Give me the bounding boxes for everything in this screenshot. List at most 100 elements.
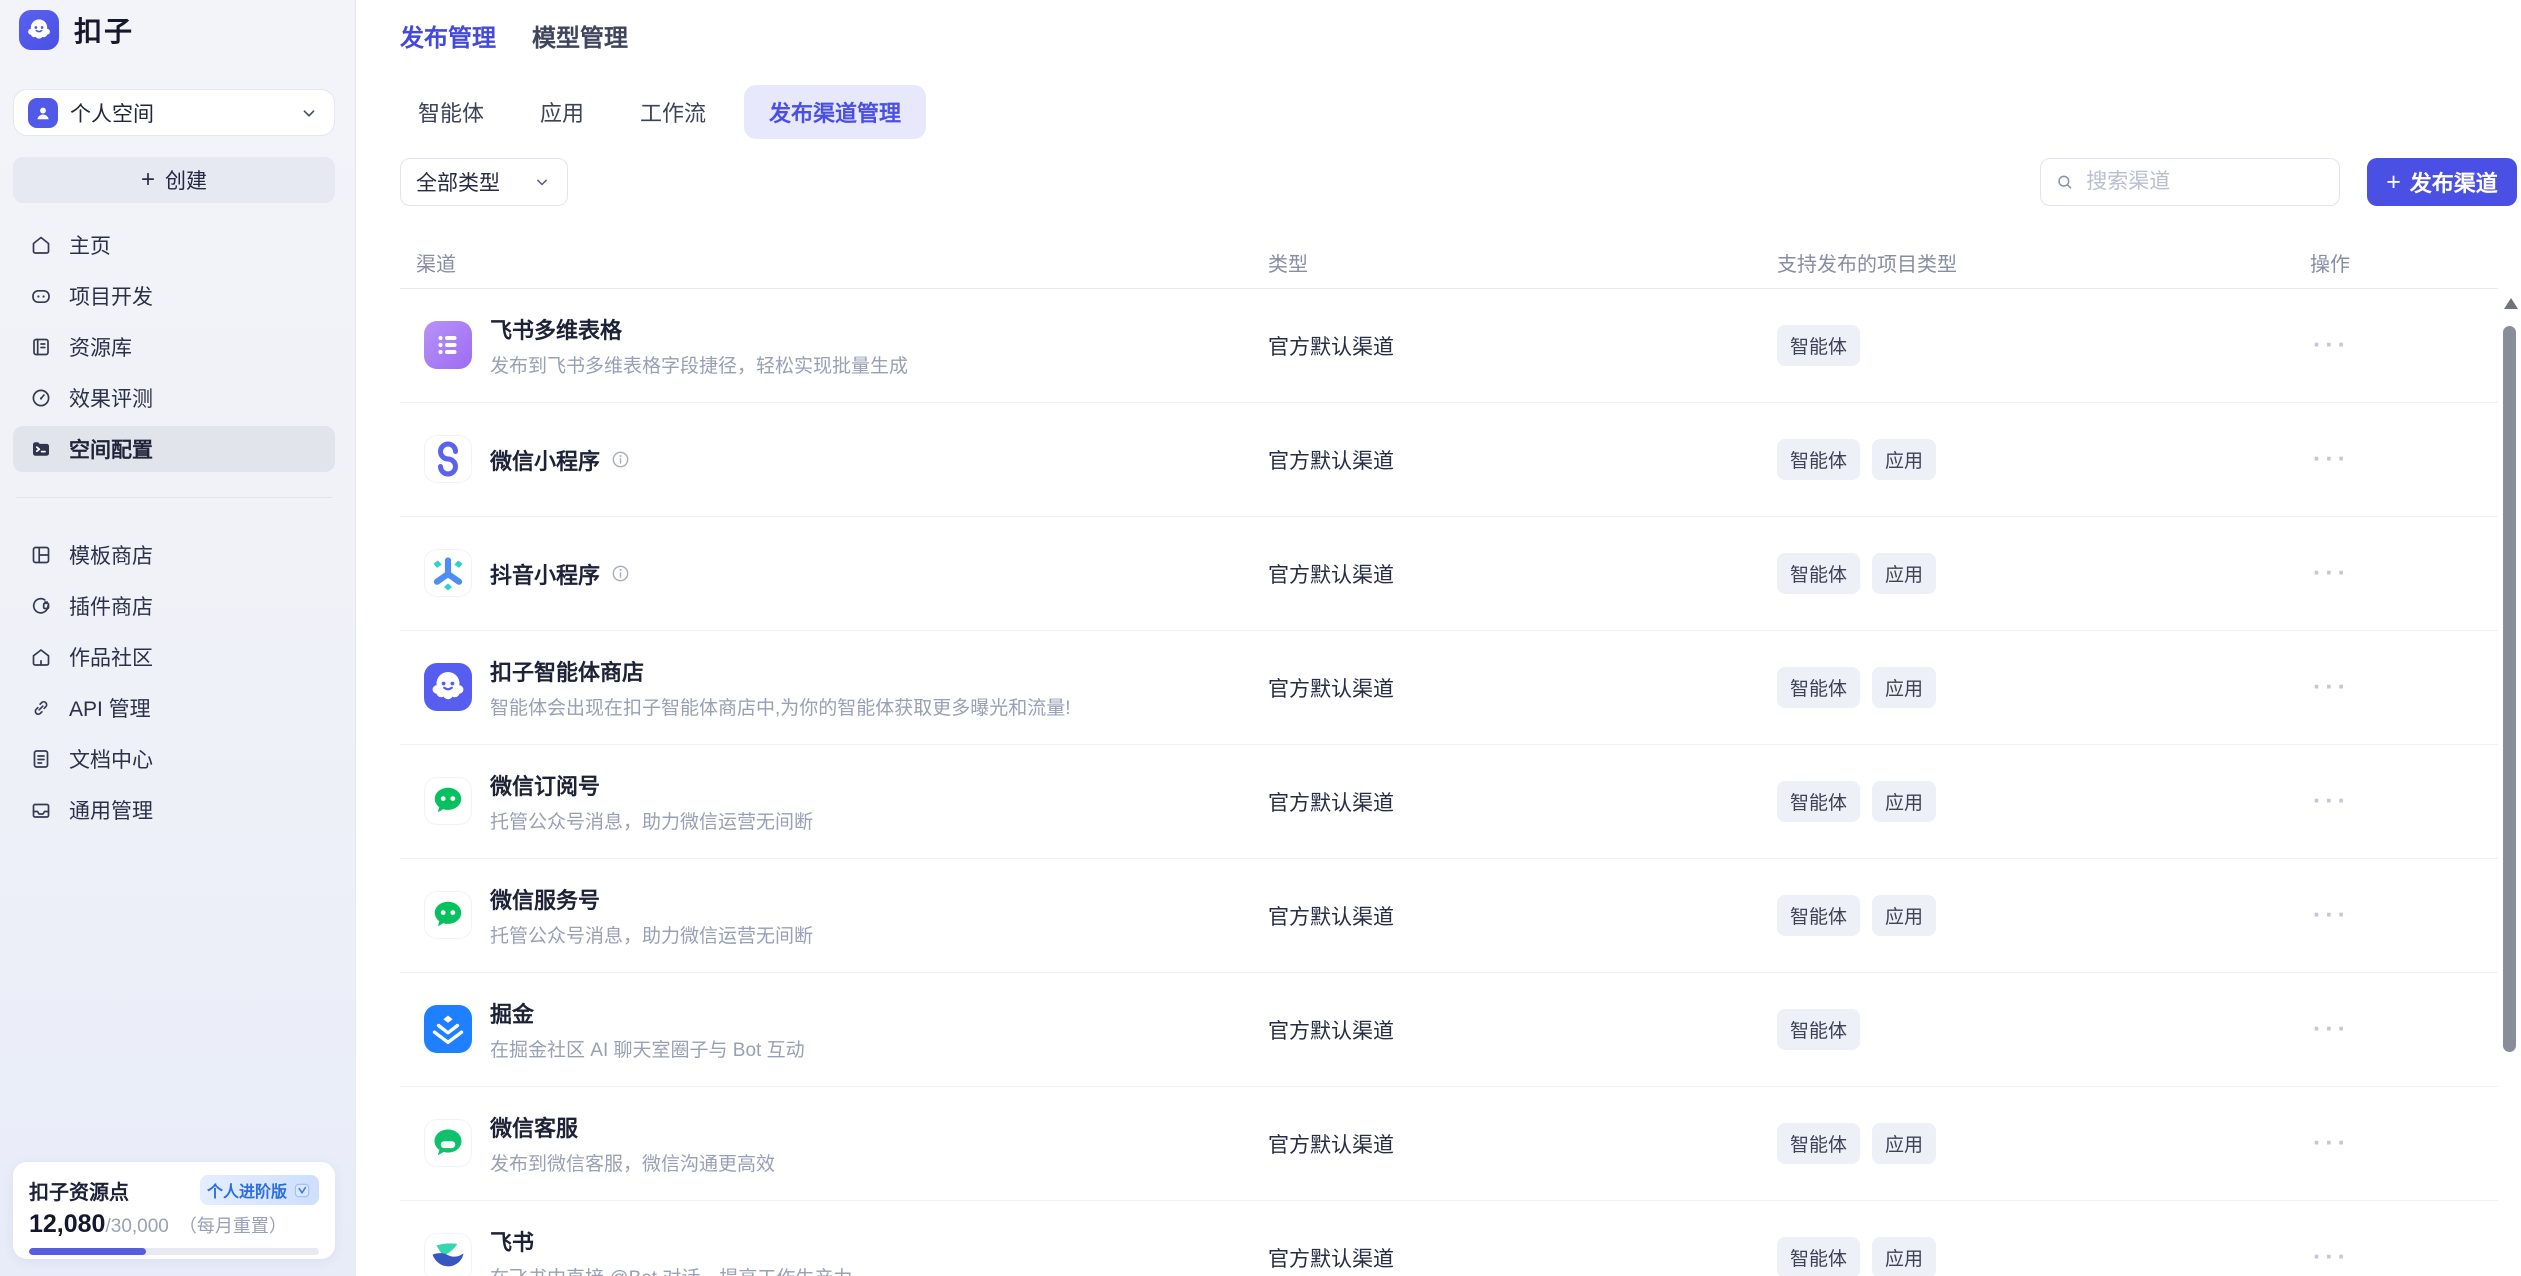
row-actions-menu[interactable]: ··· (2313, 331, 2350, 359)
wechat-service-icon (424, 891, 472, 939)
sidebar-item-label: 模板商店 (69, 545, 153, 568)
project-type-tag: 智能体 (1777, 1009, 1861, 1050)
table-row: 掘金 在掘金社区 AI 聊天室圈子与 Bot 互动 官方默认渠道 智能体 ··· (400, 973, 2498, 1087)
table-row: 微信小程序 官方默认渠道 智能体 应用 ··· (400, 403, 2498, 517)
sidebar-item-general-management[interactable]: 通用管理 (13, 787, 335, 833)
resource-progress-track (29, 1248, 319, 1255)
channel-name: 微信小程序 (490, 444, 631, 476)
project-type-tag: 智能体 (1777, 895, 1861, 936)
row-actions-menu[interactable]: ··· (2313, 1129, 2350, 1157)
topnav-model-management[interactable]: 模型管理 (532, 25, 628, 52)
coze-store-icon (424, 663, 472, 711)
channel-name: 微信客服 (490, 1116, 579, 1141)
table-row: 微信客服 发布到微信客服，微信沟通更高效 官方默认渠道 智能体 应用 ··· (400, 1087, 2498, 1201)
bot-face-icon (32, 289, 50, 304)
channel-type: 官方默认渠道 (1268, 1247, 1394, 1271)
sidebar-item-space-config[interactable]: 空间配置 (13, 426, 335, 472)
row-actions-menu[interactable]: ··· (2313, 559, 2350, 587)
workspace-name: 个人空间 (70, 102, 154, 126)
channel-name: 微信服务号 (490, 888, 601, 913)
tab-bar: 智能体 应用 工作流 发布渠道管理 (418, 85, 927, 139)
header-channel: 渠道 (416, 254, 456, 276)
workspace-selector[interactable]: 个人空间 (13, 89, 335, 136)
terminal-icon (33, 442, 49, 456)
search-icon (2058, 175, 2072, 189)
scrollbar-thumb[interactable] (2503, 326, 2516, 1052)
resource-total: /30,000 (105, 1216, 169, 1237)
project-type-tag: 智能体 (1777, 1123, 1861, 1164)
channel-name: 扣子智能体商店 (490, 660, 645, 685)
plan-badge[interactable]: 个人进阶版 (199, 1175, 319, 1205)
chevron-down-icon (537, 179, 547, 186)
channel-type: 官方默认渠道 (1268, 335, 1394, 359)
tab-agents[interactable]: 智能体 (418, 101, 485, 126)
table-row: 微信订阅号 托管公众号消息，助力微信运营无间断 官方默认渠道 智能体 应用 ··… (400, 745, 2498, 859)
sidebar: 扣子 个人空间 + 创建 主页 (0, 0, 356, 1276)
resource-progress-fill (29, 1248, 146, 1255)
header-actions: 操作 (2310, 254, 2350, 276)
chevron-down-icon (303, 109, 315, 117)
sidebar-item-library[interactable]: 资源库 (13, 324, 335, 370)
project-type-tag: 智能体 (1777, 667, 1861, 708)
table-row: 微信服务号 托管公众号消息，助力微信运营无间断 官方默认渠道 智能体 应用 ··… (400, 859, 2498, 973)
channel-type: 官方默认渠道 (1268, 791, 1394, 815)
scrollbar-up-arrow[interactable] (2504, 298, 2518, 309)
sidebar-item-plugin-store[interactable]: 插件商店 (13, 583, 335, 629)
sidebar-item-api-management[interactable]: API 管理 (13, 685, 335, 731)
plus-icon: + (2386, 167, 2401, 196)
community-icon (32, 649, 50, 666)
row-actions-menu[interactable]: ··· (2313, 787, 2350, 815)
sidebar-item-label: 效果评测 (69, 388, 153, 411)
channel-description: 在飞书中直接 @Bot 对话，提高工作生产力 (490, 1263, 852, 1276)
row-actions-menu[interactable]: ··· (2313, 673, 2350, 701)
row-actions-menu[interactable]: ··· (2313, 1243, 2350, 1271)
info-icon[interactable] (610, 563, 631, 584)
channel-description: 智能体会出现在扣子智能体商店中,为你的智能体获取更多曝光和流量! (490, 698, 1071, 719)
app-title: 扣子 (74, 16, 135, 47)
type-filter-select[interactable]: 全部类型 (400, 158, 568, 206)
row-actions-menu[interactable]: ··· (2313, 1015, 2350, 1043)
project-type-tag: 应用 (1872, 781, 1937, 822)
sidebar-item-template-store[interactable]: 模板商店 (13, 532, 335, 578)
sidebar-item-project-dev[interactable]: 项目开发 (13, 273, 335, 319)
sidebar-item-label: 文档中心 (69, 749, 153, 772)
tab-publish-channel-management[interactable]: 发布渠道管理 (744, 85, 927, 139)
sidebar-item-community[interactable]: 作品社区 (13, 634, 335, 680)
channel-type: 官方默认渠道 (1268, 1133, 1394, 1157)
project-type-tag: 智能体 (1777, 781, 1861, 822)
sidebar-item-label: API 管理 (69, 698, 151, 721)
channel-name: 飞书 (490, 1230, 535, 1255)
channel-name: 抖音小程序 (490, 558, 631, 590)
sidebar-item-label: 通用管理 (69, 800, 153, 823)
juejin-icon (424, 1005, 472, 1053)
wechat-kefu-icon (424, 1119, 472, 1167)
channel-type: 官方默认渠道 (1268, 563, 1394, 587)
channel-name: 微信订阅号 (490, 774, 601, 799)
row-actions-menu[interactable]: ··· (2313, 901, 2350, 929)
docs-icon (33, 750, 49, 768)
sidebar-item-label: 资源库 (69, 337, 132, 360)
channel-table: 飞书多维表格 发布到飞书多维表格字段捷径，轻松实现批量生成 官方默认渠道 智能体… (400, 289, 2498, 1276)
channel-search-input[interactable] (2084, 169, 2325, 195)
info-icon[interactable] (610, 449, 631, 470)
sidebar-item-evaluation[interactable]: 效果评测 (13, 375, 335, 421)
channel-search-box (2040, 158, 2340, 206)
row-actions-menu[interactable]: ··· (2313, 445, 2350, 473)
channel-description: 发布到微信客服，微信沟通更高效 (490, 1154, 776, 1175)
feishu-icon (424, 1233, 472, 1276)
tab-workflows[interactable]: 工作流 (640, 101, 707, 126)
tab-apps[interactable]: 应用 (540, 101, 585, 126)
topnav-publish-management[interactable]: 发布管理 (400, 25, 496, 52)
wechat-subscription-icon (424, 777, 472, 825)
create-button[interactable]: + 创建 (13, 157, 335, 203)
channel-type: 官方默认渠道 (1268, 677, 1394, 701)
sidebar-item-home[interactable]: 主页 (13, 222, 335, 268)
header-type: 类型 (1268, 254, 1308, 276)
table-header-divider (400, 288, 2498, 289)
project-type-tag: 应用 (1872, 439, 1937, 480)
app-logo[interactable]: 扣子 (19, 10, 134, 50)
sidebar-item-docs-center[interactable]: 文档中心 (13, 736, 335, 782)
publish-channel-button[interactable]: + 发布渠道 (2367, 158, 2517, 206)
resource-card: 扣子资源点 个人进阶版 12,080/30,000 （每月重置） (13, 1162, 335, 1259)
library-icon (33, 338, 49, 356)
